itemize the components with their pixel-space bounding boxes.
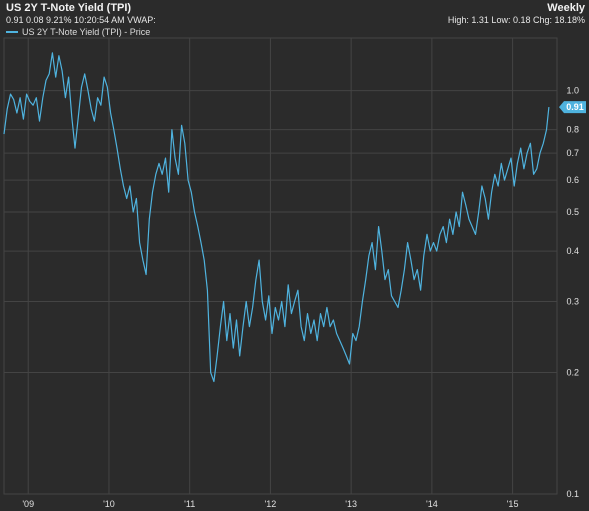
last-value-badge-layer: 0.91 (559, 101, 586, 114)
last-value-label: 0.91 (566, 102, 584, 112)
y-tick-label: 0.6 (566, 175, 579, 185)
x-tick-label: '15 (507, 499, 519, 509)
x-tick-label: '10 (103, 499, 115, 509)
x-tick-label: '09 (22, 499, 34, 509)
x-tick-label: '12 (265, 499, 277, 509)
y-tick-label: 1.0 (566, 86, 579, 96)
x-tick-label: '13 (345, 499, 357, 509)
plot-frame (3, 37, 558, 495)
range-stats: High: 1.31 Low: 0.18 Chg: 18.18% (447, 15, 585, 25)
y-tick-label: 0.4 (566, 246, 579, 256)
x-tick-label: '14 (426, 499, 438, 509)
legend-label: US 2Y T-Note Yield (TPI) - Price (22, 27, 151, 37)
chart-title: US 2Y T-Note Yield (TPI) (6, 2, 132, 14)
y-tick-label: 0.3 (566, 297, 579, 307)
interval-label[interactable]: Weekly (547, 2, 585, 14)
last-value-badge (559, 101, 586, 114)
axis-labels: '09 '10 '11 '12 '13 '14 '15 1.0 0.8 0.7 0.6 0.5 0.4 0… (22, 86, 579, 509)
quote-summary: 0.91 0.08 9.21% 10:20:54 AM VWAP: (6, 15, 156, 25)
legend: US 2Y T-Note Yield (TPI) - Price (6, 27, 150, 37)
x-tick-label: '11 (184, 499, 195, 509)
y-tick-label: 0.1 (566, 489, 579, 499)
y-tick-label: 0.2 (566, 368, 579, 378)
y-tick-label: 0.5 (566, 207, 579, 217)
series-layer (3, 52, 550, 383)
series-line (3, 52, 550, 383)
legend-swatch (6, 31, 18, 33)
grid-lines (3, 37, 558, 495)
y-tick-label: 0.7 (566, 148, 579, 158)
y-tick-label: 0.8 (566, 125, 579, 135)
